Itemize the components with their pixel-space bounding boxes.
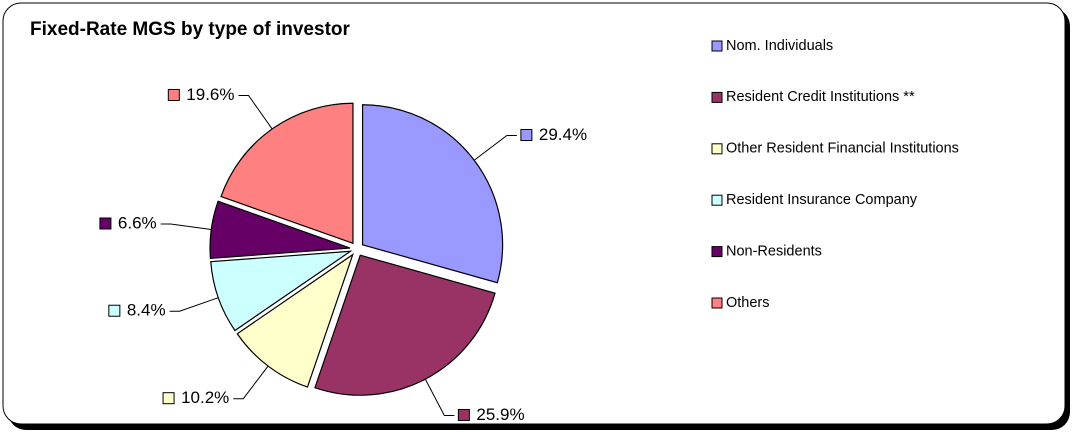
label-swatch bbox=[457, 408, 470, 421]
pie-slice bbox=[361, 104, 504, 284]
data-label: 29.4% bbox=[539, 125, 587, 144]
leader-line bbox=[473, 135, 517, 161]
frame bbox=[2, 2, 1066, 425]
data-label: 8.4% bbox=[127, 301, 166, 320]
leader-line bbox=[424, 378, 455, 416]
data-label: 10.2% bbox=[181, 388, 229, 407]
label-swatch bbox=[99, 217, 112, 230]
leader-line bbox=[238, 94, 273, 130]
label-swatch bbox=[162, 392, 175, 405]
legend-swatch bbox=[711, 246, 723, 258]
legend-swatch bbox=[711, 143, 723, 155]
legend-label: Other Resident Financial Institutions bbox=[726, 141, 959, 157]
data-label: 19.6% bbox=[186, 85, 234, 104]
legend-swatch bbox=[711, 297, 723, 309]
pie-slice bbox=[209, 200, 351, 260]
legend-label: Resident Credit Institutions ** bbox=[726, 89, 915, 105]
legend-label: Nom. Individuals bbox=[726, 38, 833, 54]
label-swatch bbox=[520, 129, 533, 142]
legend-swatch bbox=[711, 40, 723, 52]
data-label: 25.9% bbox=[476, 405, 524, 424]
pie-slice bbox=[314, 254, 496, 396]
legend-label: Non-Residents bbox=[726, 243, 822, 259]
leader-line bbox=[160, 223, 212, 230]
leader-line bbox=[169, 297, 219, 312]
chart-title: Fixed-Rate MGS by type of investor bbox=[30, 19, 350, 40]
legend-label: Others bbox=[726, 295, 770, 311]
legend-swatch bbox=[711, 194, 723, 206]
leader-line bbox=[233, 365, 269, 400]
legend-swatch bbox=[711, 91, 723, 103]
label-swatch bbox=[167, 88, 180, 101]
pie-slice bbox=[236, 253, 354, 388]
label-swatch bbox=[108, 304, 121, 317]
legend-label: Resident Insurance Company bbox=[726, 192, 918, 208]
data-label: 6.6% bbox=[118, 213, 157, 232]
